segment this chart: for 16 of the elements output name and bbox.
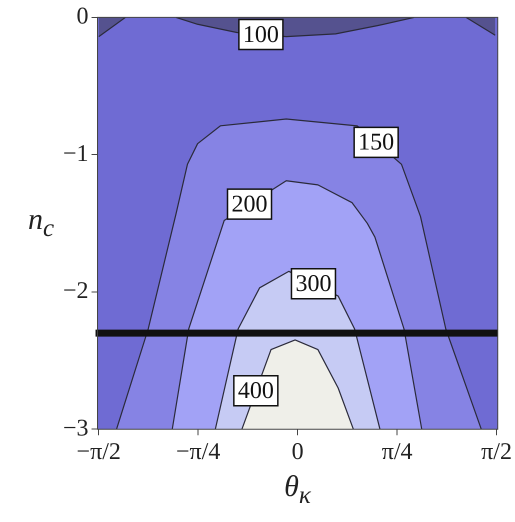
y-tick-label: −3 [62,415,89,442]
annotation: 100 [242,22,279,48]
x-tick-label: −π/4 [176,438,220,465]
y-axis-title: n$_{c}$ [28,203,54,244]
annotation: 150 [358,130,394,156]
x-tick-label: π/2 [481,438,512,465]
x-tick-label: 0 [292,438,304,465]
x-tick-label: −π/2 [76,438,121,465]
x-tick-label: π/4 [382,438,412,465]
y-tick-label: −1 [62,140,89,167]
annotation: 200 [232,191,268,218]
y-tick-label: −2 [62,278,89,304]
y-tick-label: 0 [76,4,89,30]
annotation: 400 [238,378,274,404]
annotation: 300 [295,270,332,297]
x-axis-title: θ$_{κ}$ [284,470,311,510]
